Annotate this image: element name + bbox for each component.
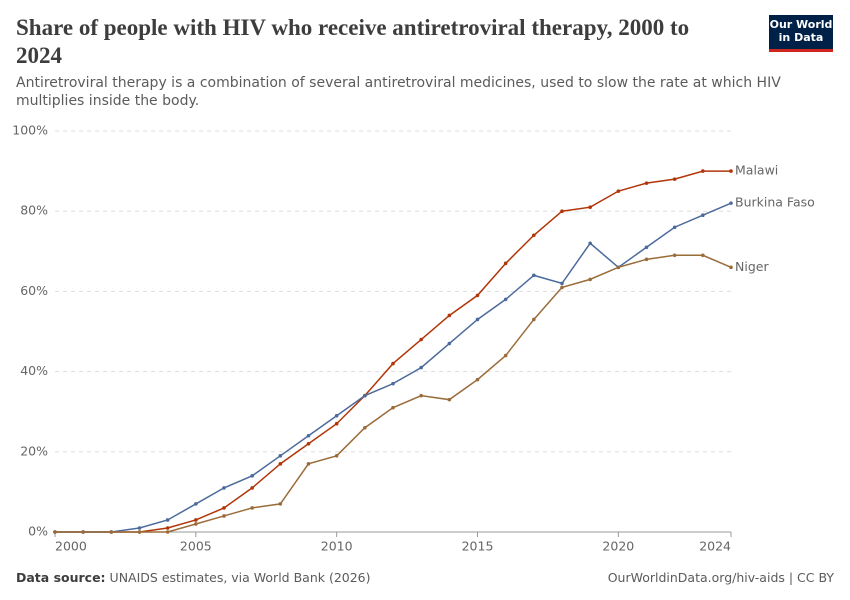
point — [672, 253, 677, 258]
point — [532, 317, 536, 322]
y-tick-label: 20% — [20, 443, 48, 458]
point — [701, 169, 705, 173]
point — [334, 454, 339, 458]
point — [475, 293, 480, 298]
point — [334, 413, 339, 418]
point — [363, 393, 367, 398]
point — [644, 257, 649, 262]
point — [165, 530, 170, 534]
point — [616, 265, 621, 270]
point — [701, 213, 705, 218]
point — [701, 253, 705, 258]
point — [419, 393, 423, 398]
point — [644, 245, 649, 250]
point — [419, 337, 423, 342]
logo-line: Our World — [769, 18, 833, 31]
point — [588, 205, 592, 209]
series-label: Malawi — [735, 163, 778, 178]
point — [503, 353, 508, 358]
y-tick-label: 40% — [20, 363, 48, 378]
point — [729, 265, 733, 270]
series-label: Burkina Faso — [735, 195, 815, 210]
point — [363, 425, 367, 430]
point — [475, 377, 480, 382]
logo[interactable]: Our World in Data — [769, 15, 833, 52]
point — [447, 313, 452, 318]
point — [729, 201, 733, 205]
point — [729, 169, 733, 173]
title: Share of people with HIV who receive ant… — [16, 15, 690, 68]
point — [222, 486, 226, 490]
x-tick-label: 2000 — [55, 539, 87, 554]
url[interactable]: OurWorldinData.org/hiv-aids | CC BY — [607, 570, 834, 585]
point — [194, 502, 198, 506]
point — [165, 526, 170, 530]
point — [306, 433, 311, 438]
point — [165, 518, 170, 522]
point — [391, 405, 395, 410]
point — [391, 381, 395, 386]
point — [588, 277, 592, 282]
point — [250, 506, 254, 510]
point — [278, 462, 283, 466]
point — [306, 462, 311, 466]
point — [53, 530, 57, 534]
point — [588, 241, 592, 246]
point — [137, 530, 142, 534]
point — [560, 285, 564, 290]
point — [81, 530, 85, 534]
x-tick-label: 2010 — [321, 539, 353, 554]
series-line — [55, 170, 731, 533]
point — [334, 421, 339, 426]
point — [644, 181, 649, 185]
point — [560, 209, 564, 213]
footer: Data source: UNAIDS estimates, via World… — [16, 570, 834, 585]
point — [532, 233, 536, 238]
point — [419, 365, 423, 370]
point — [194, 522, 198, 526]
point — [306, 441, 311, 446]
point — [503, 297, 508, 302]
y-tick-label: 100% — [12, 123, 48, 138]
point — [672, 225, 677, 230]
point — [447, 397, 452, 402]
y-tick-label: 80% — [20, 203, 48, 218]
series-line — [55, 202, 732, 533]
y-tick-label: 60% — [20, 283, 48, 298]
y-tick-label: 0% — [28, 524, 48, 539]
point — [250, 486, 254, 490]
point — [222, 506, 226, 510]
source: UNAIDS estimates, via World Bank (2026) — [109, 570, 371, 585]
point — [672, 177, 677, 181]
series-line — [55, 254, 732, 533]
point — [222, 514, 226, 518]
point — [447, 341, 452, 346]
x-tick-label: 2005 — [180, 539, 212, 554]
source-label: Data source: — [16, 570, 106, 585]
x-tick-label: 2024 — [699, 539, 731, 554]
series-label: Niger — [735, 259, 769, 274]
x-tick-label: 2015 — [462, 539, 494, 554]
point — [475, 317, 480, 322]
point — [532, 273, 536, 278]
point — [250, 474, 254, 478]
point — [137, 526, 142, 530]
point — [109, 530, 114, 534]
point — [194, 518, 198, 522]
point — [560, 281, 564, 286]
logo-line: in Data — [778, 31, 824, 44]
point — [278, 502, 283, 506]
point — [391, 361, 395, 366]
point — [503, 261, 508, 266]
point — [278, 454, 283, 458]
point — [616, 189, 621, 193]
subtitle: Antiretroviral therapy is a combination … — [16, 75, 781, 109]
x-tick-label: 2020 — [602, 539, 634, 554]
